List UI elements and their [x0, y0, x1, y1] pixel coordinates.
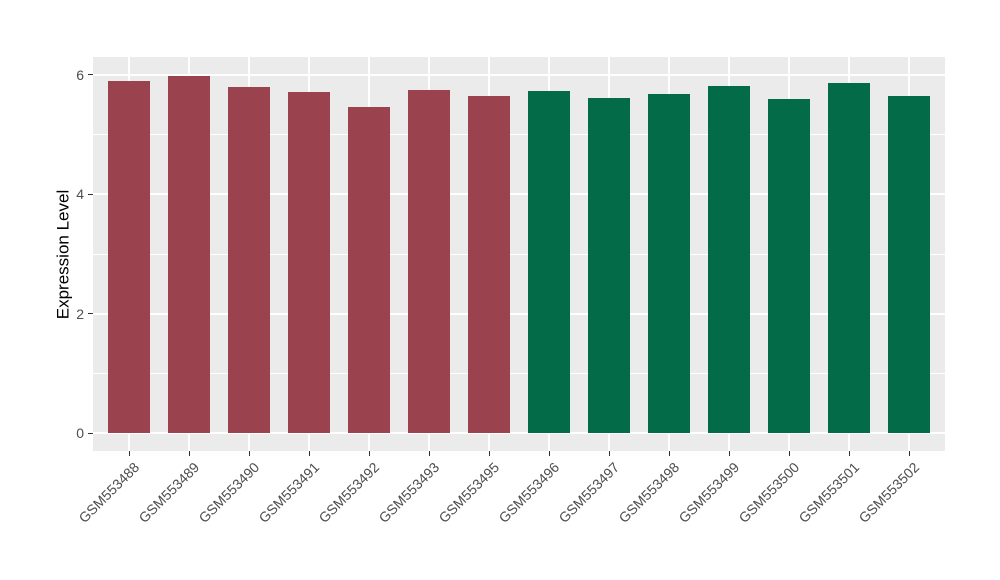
bar-GSM553499 — [708, 86, 750, 434]
y-tick-mark — [88, 74, 93, 76]
x-tick-label: GSM553502 — [855, 459, 923, 526]
y-tick-label: 2 — [76, 305, 84, 322]
gridline-horizontal-major — [93, 312, 945, 315]
gridline-horizontal-major — [93, 432, 945, 435]
x-tick-mark — [608, 451, 610, 456]
x-tick-mark — [428, 451, 430, 456]
gridline-horizontal-major — [93, 73, 945, 76]
y-tick-label: 0 — [76, 425, 84, 442]
x-tick-label: GSM553498 — [615, 459, 683, 526]
x-tick-label: GSM553501 — [795, 459, 863, 526]
x-tick-label: GSM553495 — [435, 459, 503, 526]
y-tick-mark — [88, 432, 93, 434]
bar-GSM553491 — [288, 92, 330, 434]
bar-GSM553488 — [108, 80, 150, 434]
y-tick-label: 4 — [76, 186, 84, 203]
bar-GSM553490 — [228, 86, 270, 434]
bar-GSM553502 — [888, 95, 930, 434]
bar-GSM553497 — [588, 97, 630, 434]
gridline-horizontal-minor — [93, 372, 945, 374]
bar-GSM553492 — [348, 106, 390, 434]
x-tick-label: GSM553493 — [375, 459, 443, 526]
gridline-horizontal-minor — [93, 134, 945, 136]
x-tick-label: GSM553490 — [195, 459, 263, 526]
bar-GSM553496 — [528, 91, 570, 434]
x-tick-mark — [668, 451, 670, 456]
x-tick-label: GSM553496 — [495, 459, 563, 526]
bar-GSM553493 — [408, 89, 450, 434]
x-tick-mark — [188, 451, 190, 456]
x-tick-mark — [728, 451, 730, 456]
x-tick-mark — [368, 451, 370, 456]
x-tick-mark — [128, 451, 130, 456]
x-tick-label: GSM553500 — [735, 459, 803, 526]
y-axis-title: Expression Level — [53, 189, 73, 320]
x-tick-label: GSM553488 — [75, 459, 143, 526]
x-tick-mark — [848, 451, 850, 456]
bar-GSM553498 — [648, 94, 690, 434]
x-tick-label: GSM553489 — [135, 459, 203, 526]
x-tick-mark — [248, 451, 250, 456]
x-tick-mark — [548, 451, 550, 456]
x-tick-mark — [488, 451, 490, 456]
x-tick-label: GSM553499 — [675, 459, 743, 526]
bar-GSM553501 — [828, 83, 870, 434]
bar-GSM553489 — [168, 76, 210, 434]
x-tick-mark — [308, 451, 310, 456]
x-tick-mark — [788, 451, 790, 456]
gridline-horizontal-major — [93, 193, 945, 196]
x-tick-label: GSM553492 — [315, 459, 383, 526]
bar-GSM553500 — [768, 98, 810, 434]
gridline-horizontal-minor — [93, 253, 945, 255]
y-tick-mark — [88, 313, 93, 315]
bar-GSM553495 — [468, 95, 510, 434]
y-tick-mark — [88, 193, 93, 195]
x-tick-label: GSM553491 — [255, 459, 323, 526]
x-tick-mark — [908, 451, 910, 456]
x-tick-label: GSM553497 — [555, 459, 623, 526]
y-tick-label: 6 — [76, 66, 84, 83]
plot-panel — [93, 57, 945, 451]
